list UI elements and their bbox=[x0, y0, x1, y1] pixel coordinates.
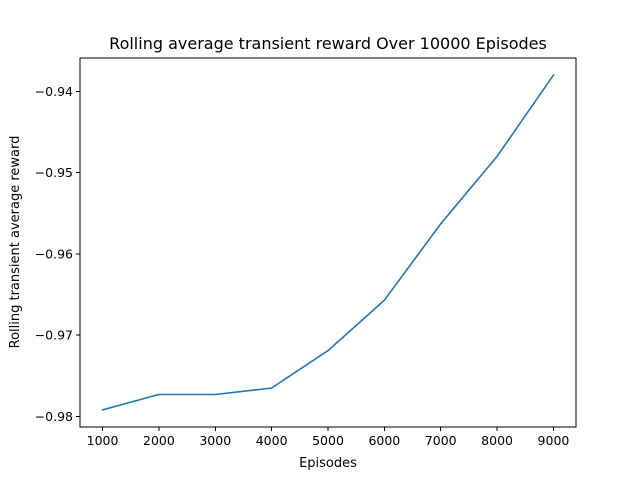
y-tick-label: −0.95 bbox=[35, 165, 73, 180]
data-point bbox=[271, 387, 273, 389]
data-point bbox=[102, 409, 104, 411]
x-tick-label: 5000 bbox=[312, 433, 344, 448]
y-tick-label: −0.96 bbox=[35, 246, 73, 261]
x-tick-label: 6000 bbox=[368, 433, 400, 448]
data-point bbox=[553, 74, 555, 76]
data-point bbox=[327, 350, 329, 352]
x-tick-label: 2000 bbox=[143, 433, 175, 448]
x-tick-label: 1000 bbox=[87, 433, 119, 448]
y-tick-label: −0.97 bbox=[35, 328, 73, 343]
y-axis-label: Rolling transient average reward bbox=[8, 136, 23, 349]
x-tick-label: 7000 bbox=[425, 433, 457, 448]
data-point bbox=[496, 156, 498, 158]
data-point bbox=[158, 394, 160, 396]
x-tick-label: 3000 bbox=[199, 433, 231, 448]
data-point bbox=[440, 223, 442, 225]
x-tick-label: 4000 bbox=[256, 433, 288, 448]
x-tick-label: 9000 bbox=[538, 433, 570, 448]
data-point bbox=[214, 394, 216, 396]
x-tick-label: 8000 bbox=[481, 433, 513, 448]
axes-frame bbox=[79, 57, 577, 428]
data-point bbox=[384, 299, 386, 301]
chart-title: Rolling average transient reward Over 10… bbox=[109, 34, 547, 53]
y-tick-label: −0.98 bbox=[35, 409, 73, 424]
y-tick-label: −0.94 bbox=[35, 84, 73, 99]
x-axis-label: Episodes bbox=[299, 456, 357, 471]
series-line bbox=[101, 73, 555, 411]
plot-area: 1000 2000 3000 4000 5000 6000 7000 8000 9000 −0.9… bbox=[35, 57, 577, 448]
